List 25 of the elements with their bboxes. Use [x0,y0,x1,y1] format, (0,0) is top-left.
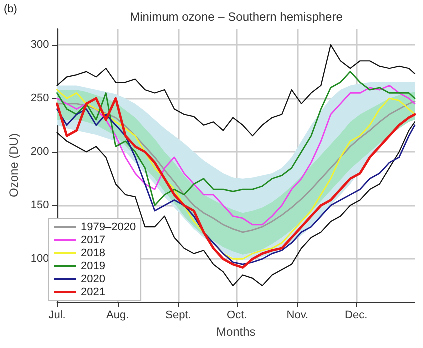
x-tick-label: Jul. [48,310,66,322]
y-tick-label: 300 [30,39,50,52]
y-tick-label: 150 [30,200,50,212]
legend-label: 2018 [81,248,106,260]
legend-label: 2020 [81,274,106,286]
x-axis-title: Months [216,325,256,339]
line-series [56,71,416,206]
x-tick-label: Aug. [106,310,130,322]
line-series [56,122,416,286]
line-series [56,101,416,234]
legend-label: 1979–2020 [81,222,136,234]
y-tick-label: 100 [30,253,50,266]
chart-title: Minimum ozone – Southern hemisphere [130,10,344,24]
y-tick-label: 200 [30,146,50,158]
x-tick-label: Oct. [227,310,248,322]
x-tick-label: Nov. [286,310,309,322]
text: (b) [4,4,18,16]
y-axis-title: Ozone (DU) [7,133,21,198]
legend-label: 2021 [81,286,106,298]
legend-label: 2019 [81,260,106,272]
legend-label: 2017 [81,234,106,246]
x-tick-label: Sept. [166,310,192,322]
line-series [56,44,416,137]
y-tick-label: 250 [30,92,50,105]
x-tick-label: Dec. [345,310,368,322]
